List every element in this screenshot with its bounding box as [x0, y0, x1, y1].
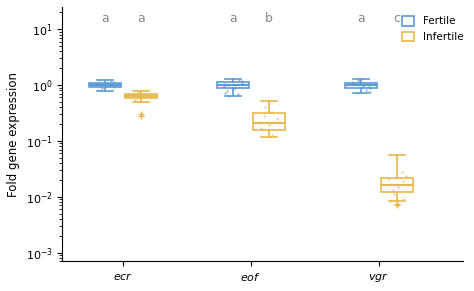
Point — [231, 85, 238, 90]
Point — [355, 77, 363, 82]
Point — [354, 79, 361, 83]
Point — [258, 126, 265, 130]
Point — [399, 179, 407, 184]
Point — [265, 123, 273, 128]
Point — [351, 81, 359, 86]
Point — [268, 110, 276, 114]
Text: b: b — [265, 12, 273, 25]
Point — [394, 184, 401, 189]
Point — [353, 91, 360, 95]
Point — [105, 81, 113, 86]
Text: a: a — [357, 12, 365, 25]
Point — [390, 192, 398, 197]
Point — [259, 127, 266, 132]
Point — [223, 89, 231, 93]
Point — [133, 91, 140, 95]
Point — [349, 82, 357, 87]
Point — [260, 113, 268, 118]
Point — [94, 83, 102, 88]
Point — [359, 84, 367, 88]
Point — [238, 80, 246, 85]
PathPatch shape — [381, 178, 413, 192]
Point — [366, 86, 374, 91]
Point — [136, 94, 143, 99]
Point — [99, 86, 106, 91]
Point — [108, 79, 115, 83]
Point — [389, 188, 396, 193]
Point — [96, 88, 103, 92]
PathPatch shape — [345, 83, 377, 88]
Point — [256, 120, 264, 124]
Point — [265, 100, 273, 105]
Point — [95, 78, 102, 83]
Point — [92, 82, 100, 87]
Point — [386, 182, 393, 186]
Point — [402, 173, 410, 178]
Point — [261, 105, 269, 110]
Point — [235, 77, 243, 82]
Point — [363, 88, 370, 92]
Point — [92, 80, 100, 85]
Point — [221, 91, 229, 95]
Point — [366, 90, 374, 94]
Text: c: c — [393, 12, 401, 25]
Point — [269, 132, 276, 137]
Point — [106, 84, 113, 89]
Point — [229, 87, 237, 91]
Point — [398, 169, 406, 174]
Point — [133, 93, 140, 98]
PathPatch shape — [253, 113, 285, 130]
Point — [131, 97, 138, 102]
PathPatch shape — [125, 94, 157, 98]
Point — [135, 89, 142, 94]
Point — [385, 176, 392, 181]
Point — [137, 95, 145, 100]
PathPatch shape — [217, 82, 249, 88]
Point — [400, 197, 407, 202]
Point — [273, 116, 281, 121]
Point — [94, 83, 102, 87]
Point — [103, 84, 110, 88]
Point — [365, 83, 373, 87]
PathPatch shape — [89, 83, 121, 87]
Legend: Fertile, Infertile: Fertile, Infertile — [398, 12, 467, 46]
Point — [387, 198, 395, 203]
Point — [103, 81, 111, 86]
Point — [225, 93, 233, 98]
Text: a: a — [137, 12, 145, 25]
Point — [266, 134, 273, 139]
Point — [348, 80, 356, 85]
Point — [264, 129, 272, 133]
Text: a: a — [101, 12, 109, 25]
Text: a: a — [229, 12, 237, 25]
Point — [231, 83, 239, 87]
Point — [108, 82, 116, 87]
Point — [365, 84, 373, 89]
Point — [235, 91, 242, 96]
Y-axis label: Fold gene expression: Fold gene expression — [7, 72, 20, 197]
Point — [110, 85, 118, 89]
Point — [223, 82, 230, 87]
Point — [133, 96, 141, 101]
Point — [139, 93, 147, 97]
Point — [238, 79, 246, 83]
Point — [110, 80, 118, 84]
Point — [130, 91, 137, 96]
Point — [221, 81, 228, 86]
Point — [220, 84, 228, 89]
Point — [136, 100, 144, 104]
